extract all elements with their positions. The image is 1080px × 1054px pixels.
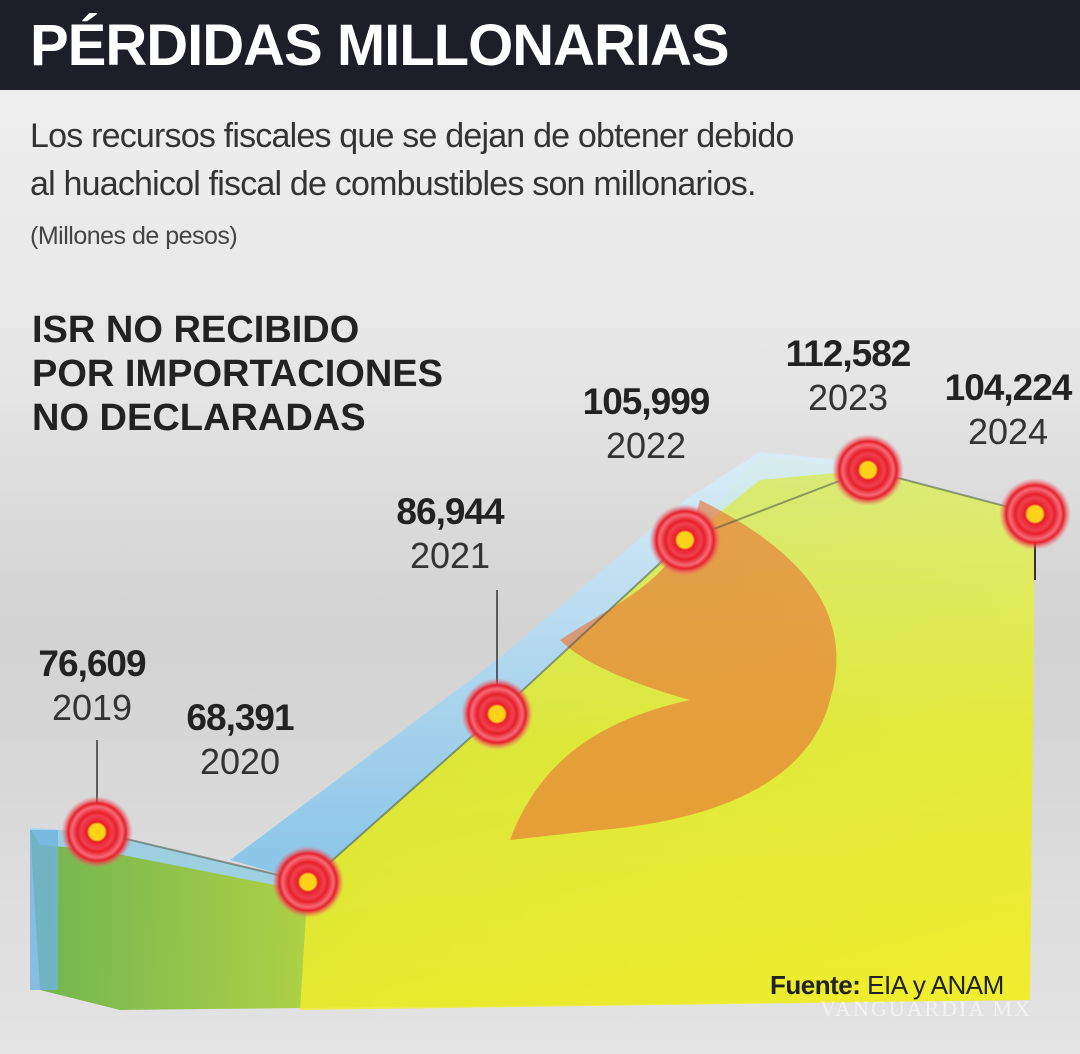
data-value: 112,582 <box>785 333 912 374</box>
marker-2022 <box>649 504 721 576</box>
data-label-2023: 112,582 2023 <box>785 332 912 420</box>
marker-2024 <box>999 478 1071 550</box>
chart-subtitle: Los recursos fiscales que se dejan de ob… <box>30 112 1030 208</box>
data-value: 68,391 <box>186 697 294 738</box>
data-label-2020: 68,391 2020 <box>186 696 294 784</box>
subtitle-line-2: al huachicol fiscal de combustibles son … <box>30 165 756 203</box>
data-year: 2022 <box>605 425 687 466</box>
source-text: EIA y ANAM <box>867 970 1004 1000</box>
chart-title: PÉRDIDAS MILLONARIAS <box>30 13 730 78</box>
data-year: 2019 <box>51 687 133 728</box>
data-year: 2024 <box>967 411 1049 452</box>
data-year: 2021 <box>409 535 491 576</box>
data-label-2021: 86,944 2021 <box>396 490 504 578</box>
data-label-2022: 105,999 2022 <box>582 380 711 468</box>
marker-2023 <box>832 434 904 506</box>
source-note: Fuente: EIA y ANAM <box>770 970 1004 1001</box>
data-year: 2023 <box>807 377 889 418</box>
data-value: 105,999 <box>582 381 711 422</box>
data-value: 86,944 <box>396 491 504 532</box>
data-value: 104,224 <box>944 367 1073 408</box>
marker-2021 <box>461 678 533 750</box>
watermark: VANGUARDIA MX <box>820 996 1033 1021</box>
series-title-line-2: POR IMPORTACIONES <box>32 353 443 395</box>
data-label-2024: 104,224 2024 <box>944 366 1073 454</box>
header-bar: PÉRDIDAS MILLONARIAS <box>0 0 1080 90</box>
series-title-line-3: NO DECLARADAS <box>32 397 366 439</box>
marker-2019 <box>61 796 133 868</box>
data-value: 76,609 <box>38 643 146 684</box>
units-label: (Millones de pesos) <box>30 222 238 250</box>
data-year: 2020 <box>199 741 281 782</box>
series-title-line-1: ISR NO RECIBIDO <box>32 309 360 351</box>
data-label-2019: 76,609 2019 <box>38 642 146 730</box>
marker-2020 <box>272 846 344 918</box>
source-label: Fuente: <box>770 970 861 1000</box>
subtitle-line-1: Los recursos fiscales que se dejan de ob… <box>30 117 794 155</box>
series-title: ISR NO RECIBIDO POR IMPORTACIONES NO DEC… <box>32 308 512 440</box>
